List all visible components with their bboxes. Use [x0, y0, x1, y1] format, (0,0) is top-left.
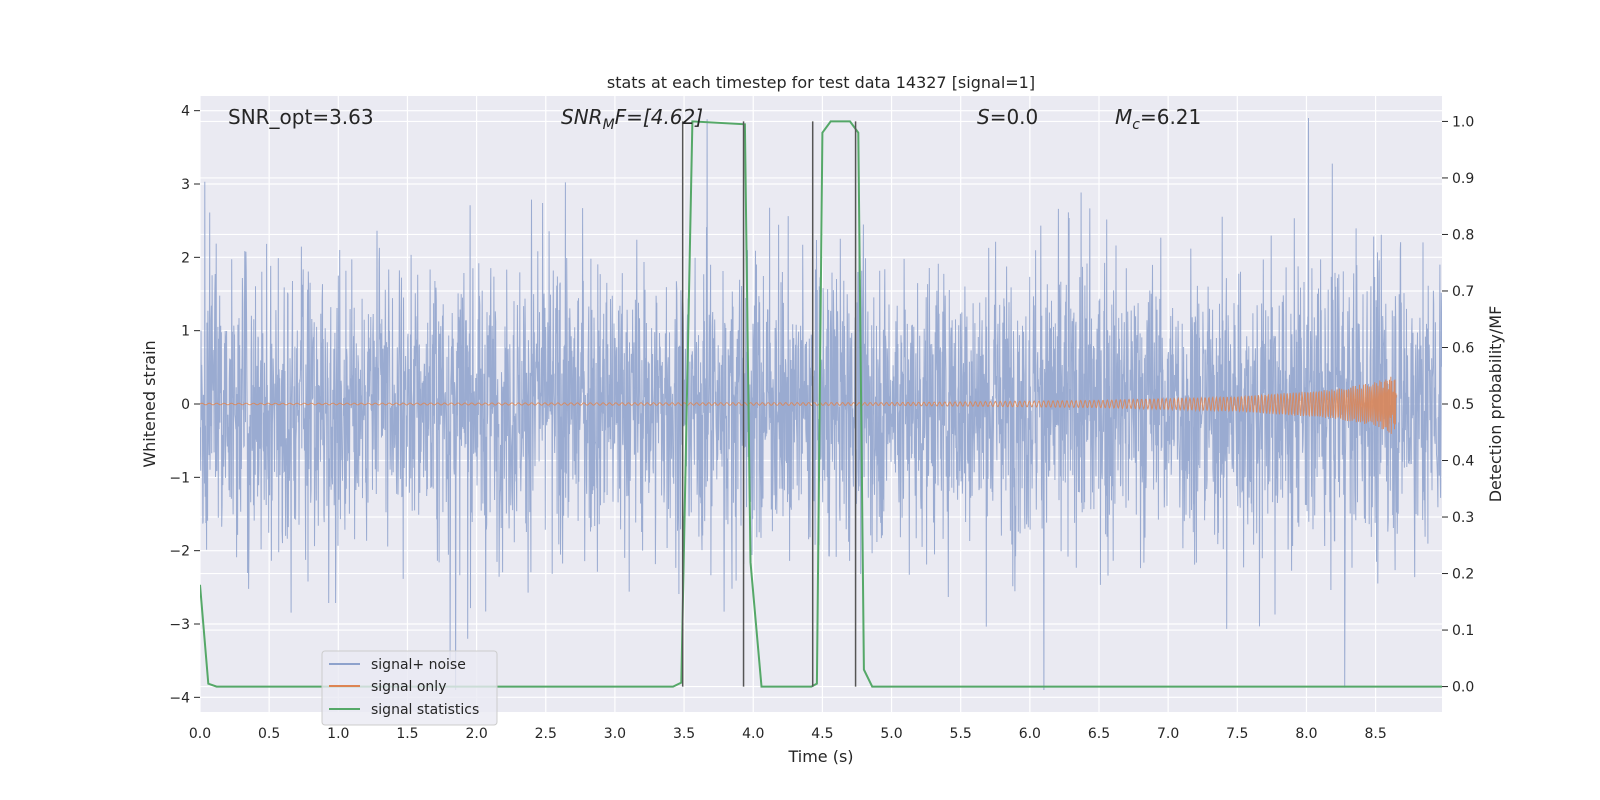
- legend-label-signal-statistics: signal statistics: [371, 702, 479, 718]
- y-tick-label: 4: [181, 104, 190, 120]
- x-tick-label: 1.5: [396, 726, 418, 742]
- y-right-tick-label: 0.6: [1452, 340, 1474, 356]
- series-signal-noise: [200, 117, 1442, 691]
- x-tick-label: 1.0: [327, 726, 349, 742]
- legend: signal+ noise signal only signal statist…: [321, 650, 498, 726]
- x-tick-label: 7.0: [1157, 726, 1179, 742]
- y-right-tick-label: 0.3: [1452, 510, 1474, 526]
- y-tick-label: −3: [169, 617, 190, 633]
- y-tick-label: −4: [169, 690, 190, 706]
- y-right-axis-ticks: 0.0 0.1 0.2 0.3 0.4 0.5 0.6 0.7 0.8 0.9 1.0: [1442, 114, 1474, 696]
- x-tick-label: 4.0: [742, 726, 764, 742]
- annotation-snr-mf: SNRMF=[4.62]: [561, 105, 703, 133]
- x-tick-label: 5.0: [880, 726, 902, 742]
- x-axis-label: Time (s): [787, 747, 853, 766]
- y-right-tick-label: 1.0: [1452, 114, 1474, 130]
- x-tick-label: 7.5: [1226, 726, 1248, 742]
- x-tick-label: 5.5: [950, 726, 972, 742]
- x-tick-label: 2.0: [465, 726, 487, 742]
- y-right-axis-label: Detection probability/MF: [1486, 306, 1505, 503]
- vline-layer: [681, 121, 857, 687]
- chart-title: stats at each timestep for test data 143…: [607, 73, 1035, 92]
- x-tick-label: 3.5: [673, 726, 695, 742]
- y-axis-ticks: −4 −3 −2 −1 0 1 2 3 4: [169, 104, 200, 706]
- y-tick-label: 1: [181, 324, 190, 340]
- y-right-tick-label: 0.8: [1452, 227, 1474, 243]
- y-axis-label: Whitened strain: [140, 340, 159, 467]
- x-tick-label: 8.5: [1364, 726, 1386, 742]
- legend-label-signal-noise: signal+ noise: [371, 657, 466, 673]
- x-tick-label: 0.5: [258, 726, 280, 742]
- legend-box: [321, 650, 498, 726]
- y-right-tick-label: 0.5: [1452, 397, 1474, 413]
- series-layer: [200, 117, 1442, 691]
- x-tick-label: 3.0: [604, 726, 626, 742]
- y-right-tick-label: 0.1: [1452, 623, 1474, 639]
- annotation-mc: Mc=6.21: [1115, 105, 1201, 133]
- y-right-tick-label: 0.7: [1452, 284, 1474, 300]
- y-tick-label: −1: [169, 470, 190, 486]
- x-tick-label: 6.5: [1088, 726, 1110, 742]
- y-right-tick-label: 0.2: [1452, 567, 1474, 583]
- x-tick-label: 0.0: [189, 726, 211, 742]
- y-tick-label: 2: [181, 250, 190, 266]
- y-tick-label: 3: [181, 177, 190, 193]
- y-right-tick-label: 0.0: [1452, 680, 1474, 696]
- y-tick-label: 0: [181, 397, 190, 413]
- y-right-tick-label: 0.4: [1452, 454, 1474, 470]
- y-tick-label: −2: [169, 544, 190, 560]
- legend-label-signal-only: signal only: [371, 679, 446, 695]
- x-tick-label: 8.0: [1295, 726, 1317, 742]
- x-tick-label: 2.5: [535, 726, 557, 742]
- x-tick-label: 4.5: [811, 726, 833, 742]
- series-signal-statistics: [200, 120, 1442, 688]
- annotation-s: S=0.0: [977, 105, 1038, 129]
- x-axis-ticks: 0.0 0.5 1.0 1.5 2.0 2.5 3.0 3.5 4.0 4.5 5.0 5.5 6.0 6…: [189, 726, 1387, 742]
- series-signal-only: [200, 376, 1397, 434]
- x-tick-label: 6.0: [1019, 726, 1041, 742]
- y-right-tick-label: 0.9: [1452, 171, 1474, 187]
- annotation-snr-opt: SNR_opt=3.63: [228, 105, 374, 129]
